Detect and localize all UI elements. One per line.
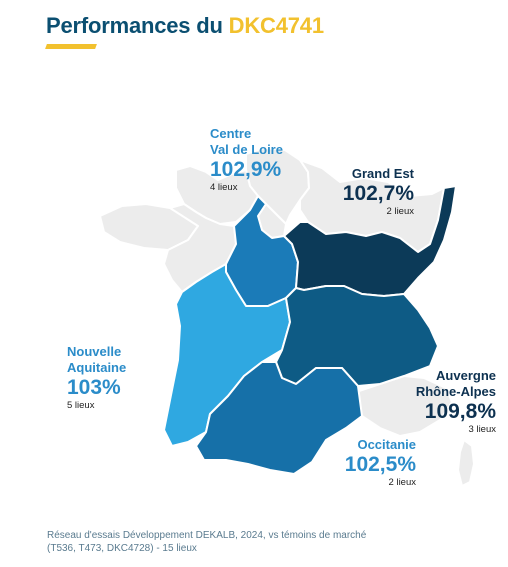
region-count-grand-est: 2 lieux xyxy=(386,206,414,217)
label-occitanie: Occitanie 102,5% 2 lieux xyxy=(310,437,416,489)
region-count-aquitaine: 5 lieux xyxy=(67,400,95,411)
region-count-auvergne: 3 lieux xyxy=(468,424,496,435)
footnote: Réseau d'essais Développement DEKALB, 20… xyxy=(47,529,467,555)
region-name-aquitaine-line1: Nouvelle xyxy=(67,344,122,359)
region-value-aquitaine: 103% xyxy=(67,376,121,399)
region-name-occitanie: Occitanie xyxy=(357,437,416,452)
page-title: Performances du DKC4741 xyxy=(46,13,324,39)
region-count-occitanie: 2 lieux xyxy=(388,477,416,488)
region-name-auvergne-line2: Rhône-Alpes xyxy=(415,384,496,399)
title-prefix: Performances du xyxy=(46,13,223,38)
label-grand-est: Grand Est 102,7% 2 lieux xyxy=(300,166,414,218)
region-corse xyxy=(457,439,475,487)
region-name-grand-est: Grand Est xyxy=(351,166,414,181)
region-value-grand-est: 102,7% xyxy=(342,182,414,205)
region-name-aquitaine-line2: Aquitaine xyxy=(67,360,127,375)
footnote-line2: (T536, T473, DKC4728) - 15 lieux xyxy=(47,543,197,554)
region-name-centre-line2: Val de Loire xyxy=(210,142,283,157)
region-occitanie xyxy=(195,361,363,475)
region-value-auvergne: 109,8% xyxy=(424,400,496,423)
region-count-centre: 4 lieux xyxy=(210,182,238,193)
region-value-occitanie: 102,5% xyxy=(344,453,416,476)
label-centre-val-de-loire: Centre Val de Loire 102,9% 4 lieux xyxy=(210,126,283,194)
label-auvergne-rhone-alpes: Auvergne Rhône-Alpes 109,8% 3 lieux xyxy=(376,368,496,436)
region-value-centre: 102,9% xyxy=(210,158,282,181)
region-name-auvergne-line1: Auvergne xyxy=(436,368,496,383)
label-nouvelle-aquitaine: Nouvelle Aquitaine 103% 5 lieux xyxy=(67,344,126,412)
title-product: DKC4741 xyxy=(228,13,324,38)
region-name-centre-line1: Centre xyxy=(210,126,252,141)
region-grand-est xyxy=(283,185,457,297)
footnote-line1: Réseau d'essais Développement DEKALB, 20… xyxy=(47,530,367,541)
